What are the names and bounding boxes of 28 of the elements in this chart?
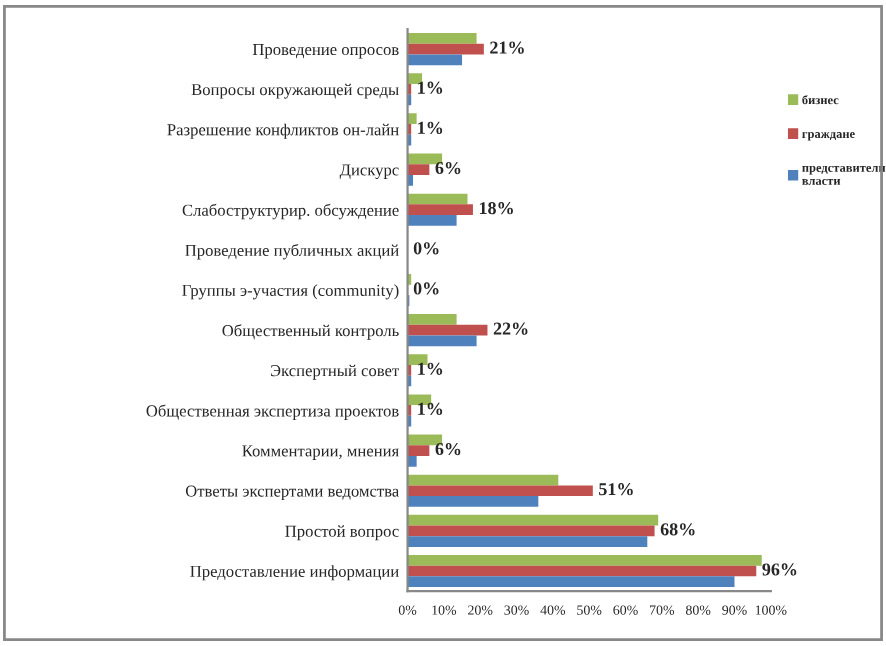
y-tick-label: Группы э-участия (community): [182, 284, 399, 300]
y-tick-label: Проведение опросов: [252, 44, 399, 59]
data-label: 6%: [435, 442, 461, 456]
y-tick-label: Ответы экспертами ведомства: [185, 485, 399, 501]
y-tick-label: Разрешение конфликтов он-лайн: [167, 123, 399, 139]
y-tick-label: Слабоструктурир. обсуждение: [182, 203, 399, 220]
data-label: 1%: [418, 121, 443, 135]
y-tick-label: Проведение публичных акций: [185, 243, 399, 260]
y-tick-label: Вопросы окружающей среды: [191, 83, 399, 99]
y-tick-label: Комментарии, мнения: [242, 445, 399, 460]
data-label: 18%: [479, 202, 513, 215]
y-tick-label: Дискурс: [339, 164, 399, 179]
data-label: 1%: [418, 362, 443, 375]
data-label: 22%: [493, 322, 528, 335]
data-label: 6%: [435, 161, 461, 175]
data-label: 0%: [413, 242, 439, 255]
data-label: 0%: [413, 282, 439, 295]
data-label: 51%: [599, 483, 633, 496]
y-tick-label: Экспертный совет: [270, 364, 399, 380]
data-label: 21%: [490, 41, 524, 54]
data-label: 1%: [418, 81, 443, 94]
data-label: 96%: [762, 563, 797, 576]
data-label: 68%: [660, 523, 695, 536]
data-label: 1%: [418, 402, 443, 416]
y-tick-label: Общественный контроль: [222, 324, 399, 340]
y-tick-label: Предоставление информации: [190, 565, 399, 581]
y-tick-label: Простой вопрос: [285, 525, 399, 541]
y-tick-label: Общественная экспертиза проектов: [146, 404, 399, 420]
